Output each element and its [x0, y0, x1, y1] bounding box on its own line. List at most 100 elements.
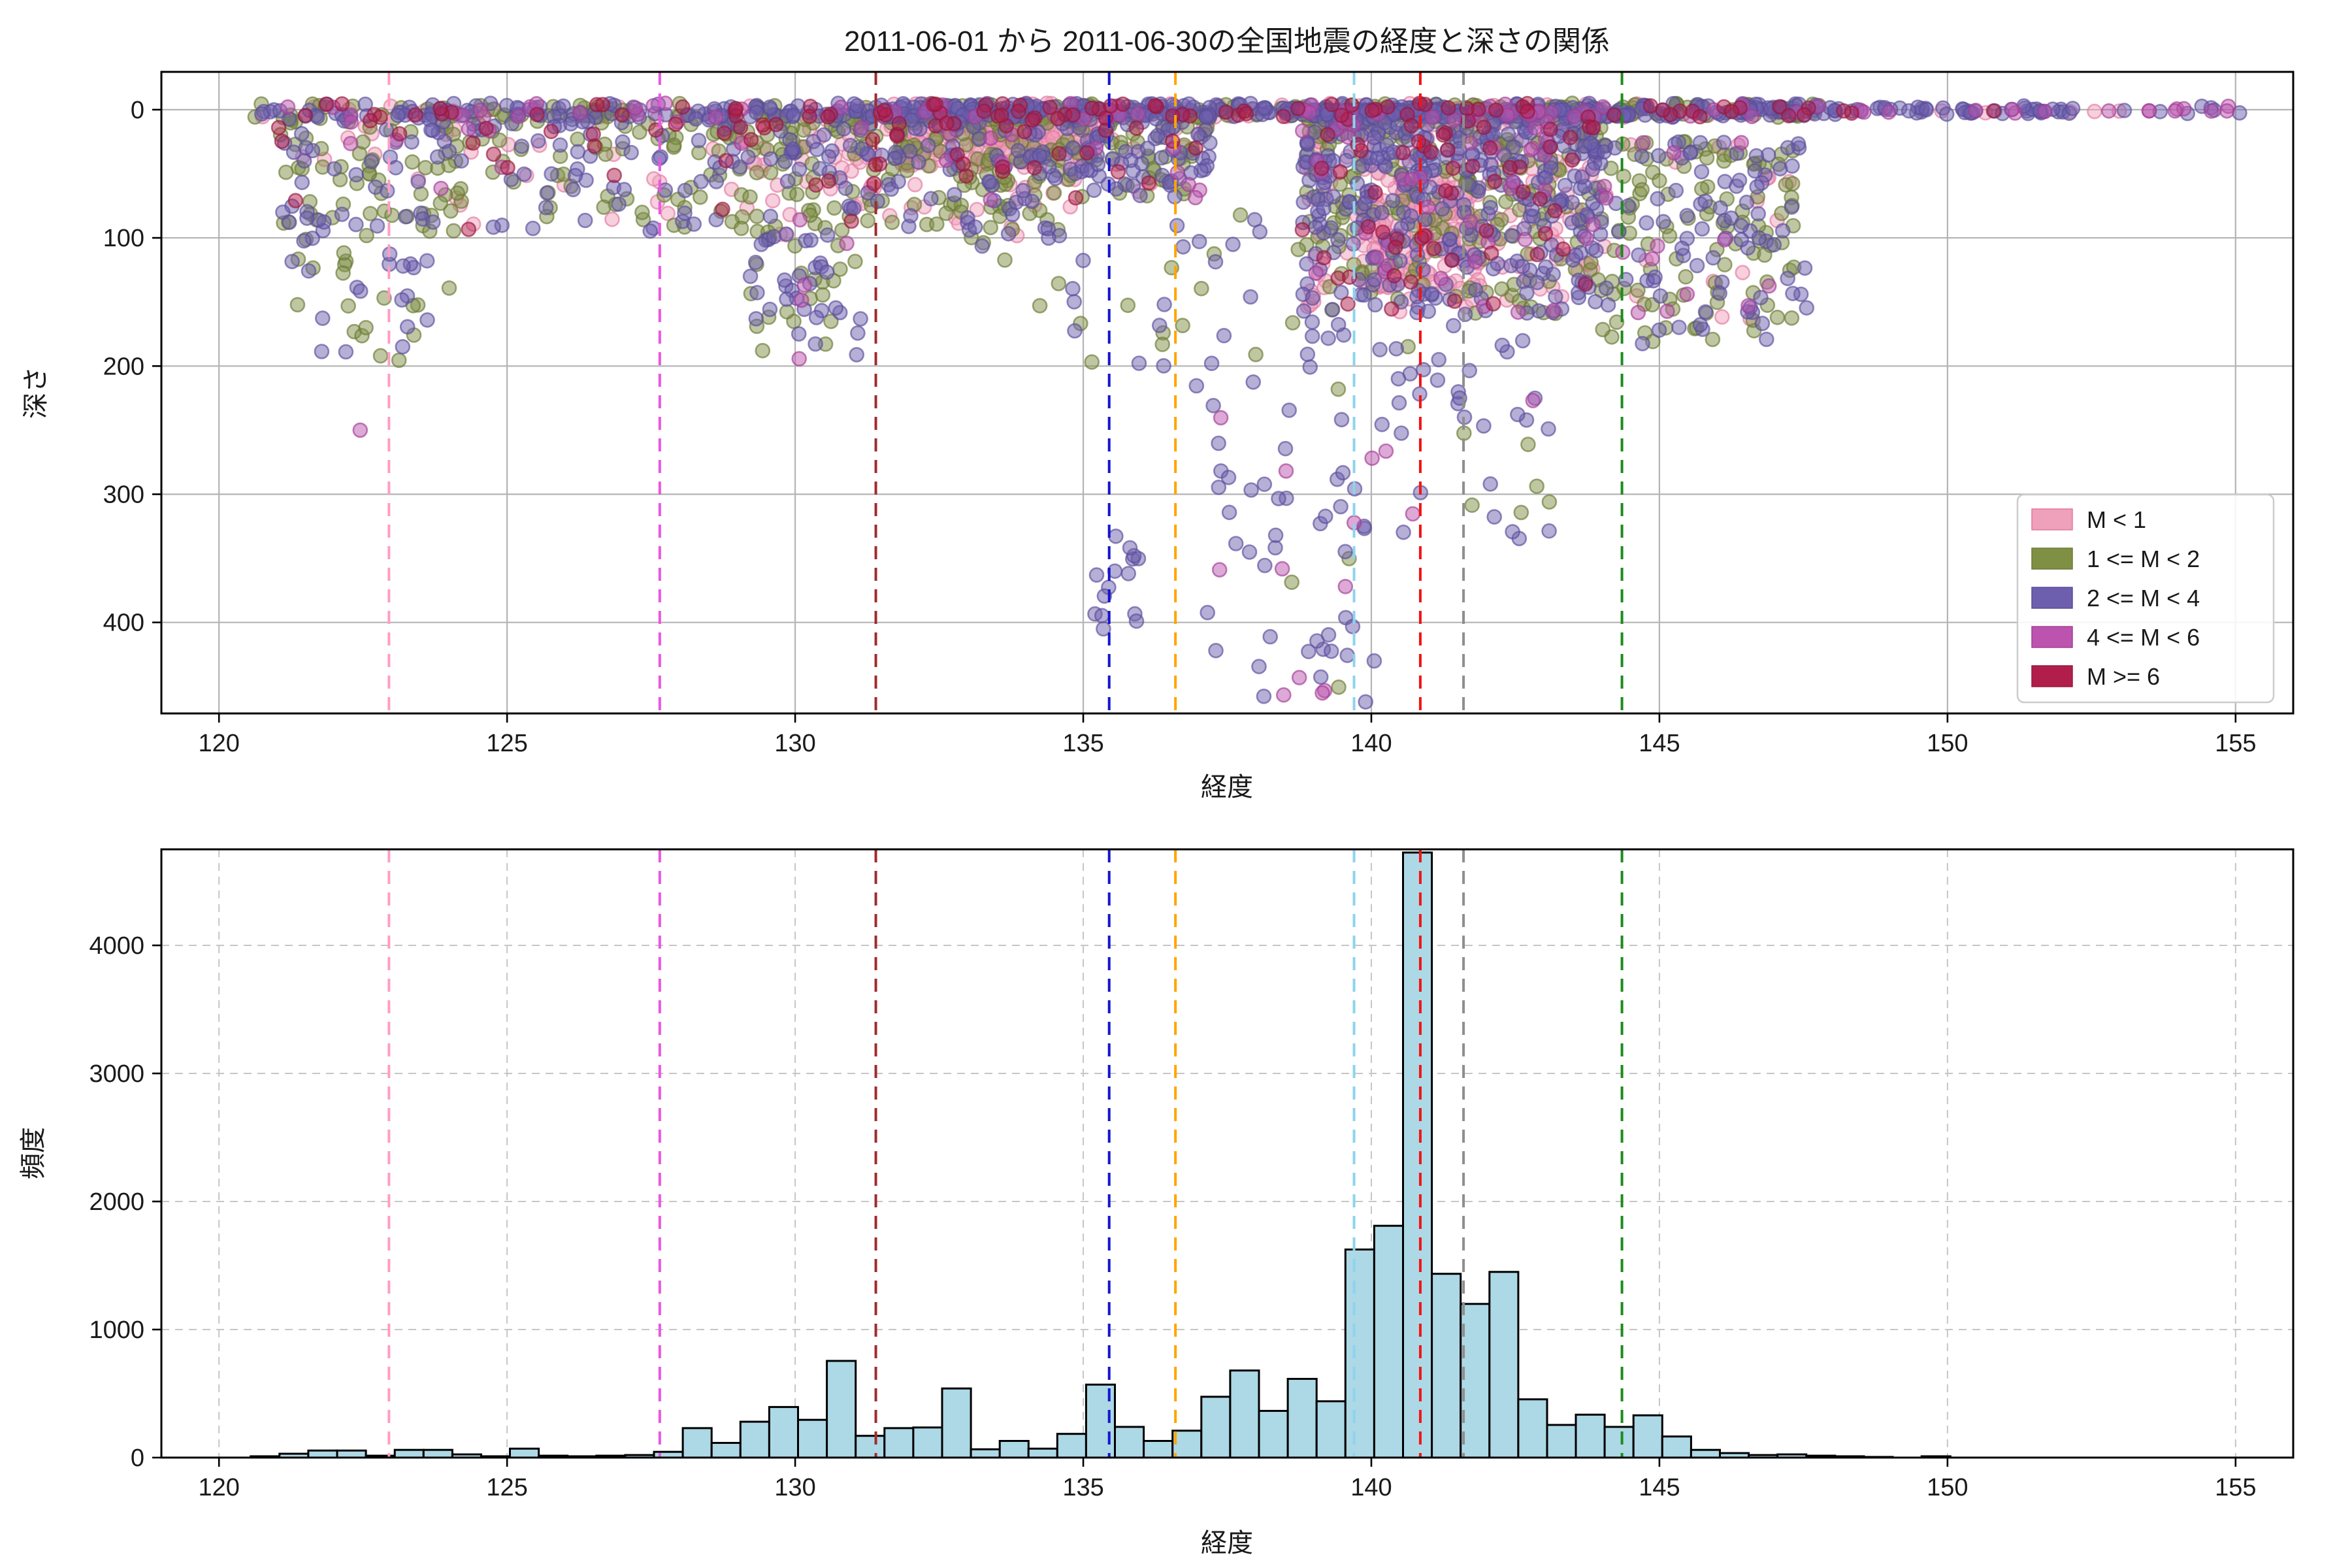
scatter-point	[1187, 189, 1203, 206]
scatter-point	[1324, 302, 1341, 318]
scatter-point	[1616, 168, 1631, 184]
scatter-point	[1754, 316, 1771, 331]
scatter-point	[1277, 440, 1294, 457]
scatter-point	[387, 159, 404, 176]
scatter-point	[928, 96, 943, 112]
scatter-point	[336, 245, 352, 261]
scatter-point	[1679, 208, 1695, 223]
scatter-point	[1015, 182, 1031, 199]
scatter-point	[1781, 108, 1797, 123]
scatter-point	[889, 128, 905, 144]
legend-entry-label: 2 <= M < 4	[2087, 585, 2200, 612]
scatter-point	[1759, 331, 1774, 348]
scatter-point	[441, 143, 457, 159]
scatter-point	[1634, 182, 1650, 198]
scatter-point	[1274, 561, 1290, 577]
scatter-point	[749, 165, 765, 181]
scatter-point	[1326, 189, 1341, 204]
scatter-point	[1446, 318, 1462, 334]
scatter-point	[1388, 340, 1404, 357]
scatter-point	[1302, 359, 1318, 375]
scatter-point	[539, 185, 555, 201]
scatter-point	[1243, 482, 1259, 498]
scatter-point	[510, 108, 527, 125]
scatter-point	[1578, 231, 1595, 246]
scatter-point	[1330, 317, 1347, 333]
scatter-point	[433, 101, 448, 116]
histogram-bar	[1056, 1433, 1087, 1459]
scatter-point	[1276, 687, 1292, 703]
scatter-point	[749, 285, 765, 301]
y-tick-label: 100	[103, 225, 144, 252]
histogram-yaxis-label: 頻度	[19, 1127, 48, 1179]
scatter-point	[1301, 644, 1316, 660]
scatter-point	[359, 227, 374, 244]
scatter-point	[1267, 527, 1284, 544]
scatter-point	[1420, 199, 1436, 215]
scatter-point	[1541, 494, 1558, 510]
scatter-point	[543, 123, 559, 139]
scatter-point	[419, 253, 435, 269]
scatter-point	[1154, 336, 1170, 352]
scatter-point	[777, 272, 792, 288]
scatter-point	[1066, 294, 1082, 310]
scatter-point	[293, 125, 310, 142]
scatter-point	[1500, 126, 1516, 142]
scatter-point	[1750, 206, 1766, 222]
scatter-point	[1513, 504, 1529, 521]
x-tick-label: 135	[1062, 730, 1103, 757]
scatter-point	[565, 182, 581, 197]
scatter-point	[1079, 145, 1095, 161]
scatter-point	[1207, 253, 1224, 270]
histogram-bar	[1402, 851, 1433, 1459]
scatter-point	[1582, 135, 1599, 152]
scatter-point	[280, 99, 296, 115]
y-tick-label: 0	[131, 97, 144, 124]
scatter-point	[1585, 161, 1601, 178]
scatter-point	[1403, 208, 1419, 224]
scatter-point	[938, 205, 954, 221]
scatter-point	[446, 223, 462, 239]
scatter-point	[1780, 270, 1795, 287]
x-tick-label: 130	[774, 1474, 815, 1501]
legend-entry-label: M < 1	[2087, 506, 2146, 533]
scatter-point	[1598, 280, 1614, 296]
scatter-point	[1717, 257, 1733, 272]
scatter-point	[1487, 173, 1503, 189]
scatter-point	[849, 347, 864, 363]
scatter-point	[595, 97, 611, 112]
scatter-point	[1510, 406, 1526, 423]
scatter-point	[1409, 304, 1425, 321]
scatter-point	[833, 99, 849, 115]
scatter-point	[1128, 120, 1145, 136]
scatter-point	[1445, 160, 1461, 176]
histogram-plot: 120 125 130 135 140 145 150 155 0 1000 2000 3000 400…	[89, 848, 2295, 1501]
scatter-point	[410, 174, 427, 189]
scatter-point	[1784, 199, 1800, 215]
x-tick-label: 140	[1350, 1474, 1392, 1501]
scatter-point	[1568, 247, 1584, 263]
scatter-point	[326, 161, 342, 177]
histogram-bar	[1229, 1369, 1260, 1459]
scatter-point	[1799, 300, 1814, 316]
scatter-point	[1094, 608, 1110, 624]
scatter-point	[314, 344, 330, 359]
scatter-point	[974, 238, 990, 254]
scatter-point	[1333, 284, 1349, 301]
scatter-point	[485, 219, 501, 235]
scatter-point	[369, 218, 385, 234]
scatter-point	[2087, 103, 2102, 120]
scatter-point	[821, 149, 837, 165]
y-tick-label: 200	[103, 353, 144, 380]
scatter-point	[1546, 302, 1561, 319]
histogram-bar	[1546, 1424, 1577, 1459]
scatter-point	[1494, 337, 1511, 353]
scatter-point	[465, 135, 481, 151]
scatter-point	[693, 189, 708, 205]
scatter-point	[1409, 289, 1425, 304]
scatter-point	[808, 310, 825, 325]
scatter-point	[567, 167, 583, 184]
scatter-point	[1630, 282, 1646, 299]
scatter-point	[923, 191, 939, 206]
